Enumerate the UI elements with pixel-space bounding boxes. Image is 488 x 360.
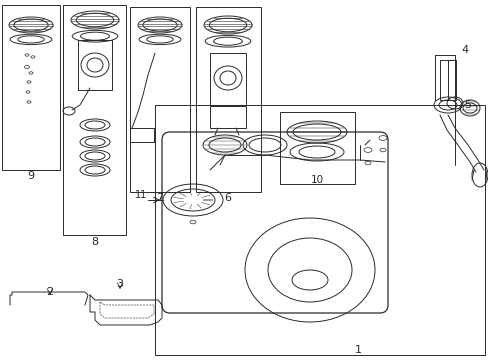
Bar xyxy=(439,60,455,100)
Text: 8: 8 xyxy=(91,237,99,247)
Text: 9: 9 xyxy=(27,171,35,181)
Text: 3: 3 xyxy=(116,279,123,289)
Text: 1: 1 xyxy=(354,345,361,355)
Bar xyxy=(196,7,261,192)
Bar xyxy=(63,5,126,235)
Text: 11: 11 xyxy=(135,190,147,200)
Bar xyxy=(130,7,190,192)
Text: 5: 5 xyxy=(464,100,470,110)
Text: 7: 7 xyxy=(156,193,163,203)
Bar xyxy=(2,5,60,170)
Text: 10: 10 xyxy=(310,175,323,185)
Text: 2: 2 xyxy=(46,287,54,297)
Bar xyxy=(78,40,112,90)
Bar xyxy=(209,53,245,105)
Text: 4: 4 xyxy=(461,45,468,55)
Bar xyxy=(280,112,354,184)
Bar xyxy=(130,128,154,142)
Text: 6: 6 xyxy=(224,193,231,203)
Bar xyxy=(209,106,245,128)
Bar xyxy=(155,105,484,355)
